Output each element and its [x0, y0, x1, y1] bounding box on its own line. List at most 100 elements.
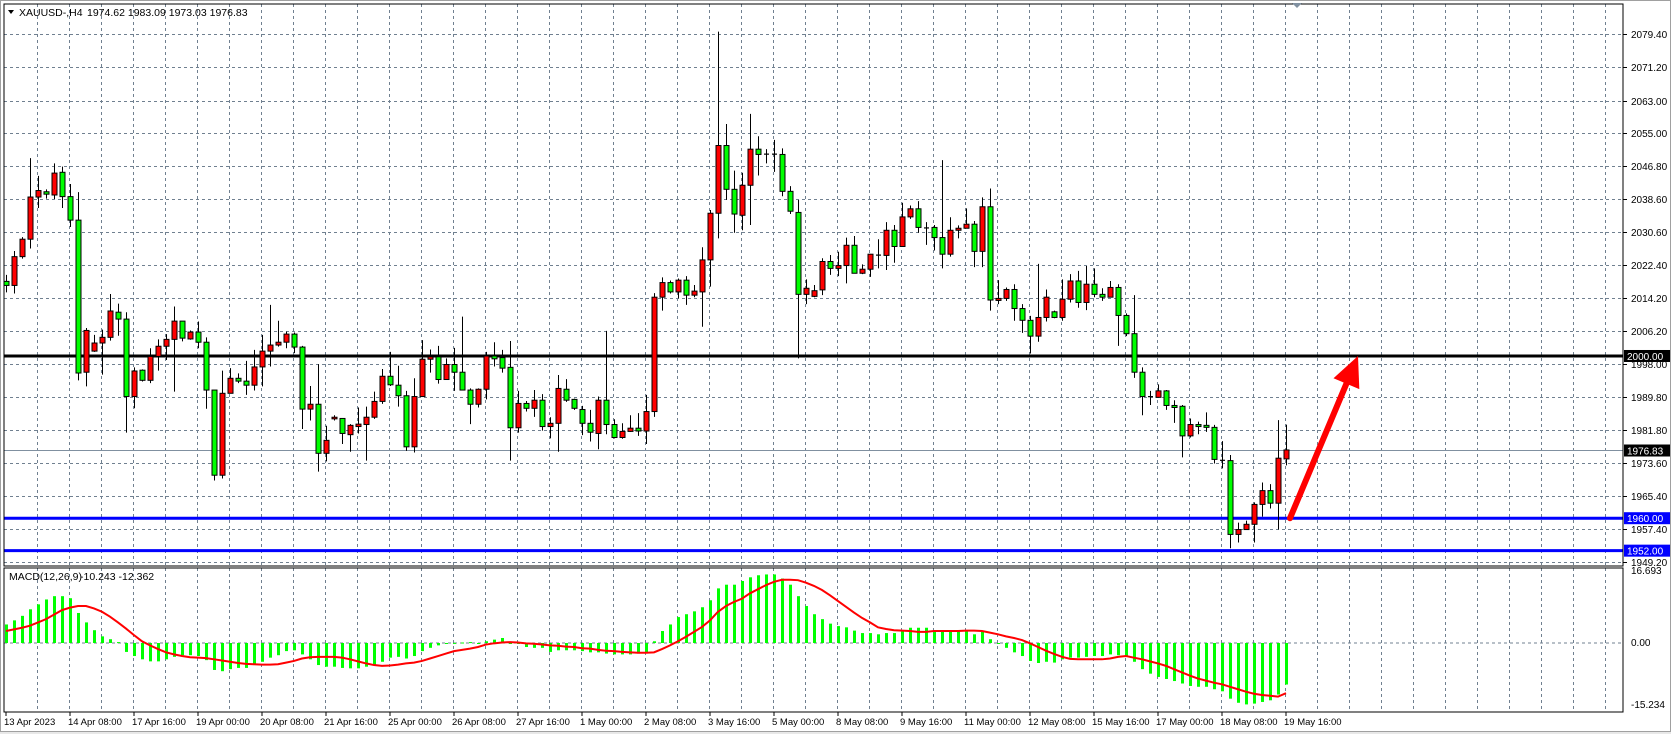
macd-histogram-bar — [581, 643, 584, 652]
macd-histogram-bar — [1269, 643, 1272, 701]
candle-body — [475, 388, 482, 405]
macd-histogram-bar — [1229, 643, 1232, 699]
candle-body — [1283, 449, 1290, 460]
candle — [1099, 288, 1106, 301]
candle-body — [235, 377, 242, 382]
candle-body — [387, 375, 394, 386]
candle-body — [859, 268, 866, 274]
candle-body — [163, 338, 170, 347]
macd-histogram-bar — [1101, 643, 1104, 657]
macd-histogram-bar — [413, 643, 416, 657]
candle-body — [1211, 426, 1218, 460]
candle — [1163, 390, 1170, 410]
candle — [315, 364, 322, 472]
candle-body — [139, 369, 146, 381]
macd-histogram-bar — [605, 643, 608, 654]
macd-histogram-bar — [837, 626, 840, 643]
candle — [867, 253, 874, 277]
macd-histogram-bar — [781, 578, 784, 643]
macd-histogram-bar — [613, 643, 616, 655]
candle-body — [379, 375, 386, 402]
macd-histogram-bar — [1253, 643, 1256, 704]
candle-body — [1019, 308, 1026, 321]
candle-body — [435, 356, 442, 381]
candle-body — [515, 402, 522, 429]
macd-histogram-bar — [989, 639, 992, 643]
macd-histogram-bar — [1133, 643, 1136, 662]
candle-body — [1139, 371, 1146, 398]
macd-histogram-bar — [85, 622, 88, 643]
price-axis-label: 2006.20 — [1631, 327, 1668, 338]
candle — [283, 331, 290, 349]
candle — [499, 349, 506, 373]
candle — [1211, 424, 1218, 464]
macd-histogram-bar — [1117, 643, 1120, 656]
macd-histogram-bar — [397, 643, 400, 657]
candle — [787, 186, 794, 215]
candle — [1123, 313, 1130, 337]
candle — [203, 337, 210, 409]
current-price-badge — [1624, 444, 1670, 457]
macd-histogram-bar — [237, 643, 240, 668]
candle-body — [699, 259, 706, 293]
macd-histogram-bar — [869, 633, 872, 643]
macd-histogram-bar — [405, 643, 408, 659]
candle — [995, 280, 1002, 305]
candle-body — [659, 282, 666, 298]
candle-body — [579, 409, 586, 424]
candle — [307, 386, 314, 421]
candle — [83, 328, 90, 387]
price-axis-label: 1965.40 — [1631, 492, 1668, 503]
candle-body — [491, 355, 498, 360]
price-axis-label: 1981.80 — [1631, 426, 1668, 437]
candle-body — [1227, 460, 1234, 535]
candle — [459, 316, 466, 391]
candle-body — [35, 190, 42, 198]
macd-indicator — [4, 574, 1623, 705]
macd-histogram-bar — [61, 596, 64, 643]
candle — [211, 389, 218, 481]
time-axis-label: 17 Apr 16:00 — [132, 717, 186, 728]
candle — [395, 365, 402, 407]
macd-histogram-bar — [173, 643, 176, 657]
candle-body — [147, 355, 154, 381]
candle — [643, 394, 650, 444]
macd-histogram-bar — [325, 643, 328, 667]
candle — [187, 330, 194, 340]
candle — [795, 199, 802, 359]
macd-histogram-bar — [877, 634, 880, 643]
candle-body — [1091, 283, 1098, 295]
candle-body — [1155, 390, 1162, 398]
candle-body — [75, 219, 82, 374]
candle — [587, 409, 594, 442]
candle-body — [339, 417, 346, 434]
level-label: 1952.00 — [1627, 547, 1664, 558]
candle — [1107, 280, 1114, 298]
macd-histogram-bar — [77, 612, 80, 643]
macd-histogram-bar — [525, 643, 528, 648]
candle — [683, 276, 690, 305]
macd-histogram-bar — [1285, 643, 1288, 685]
candle-body — [883, 229, 890, 256]
triangle-down-icon[interactable] — [8, 10, 14, 14]
macd-histogram-bar — [93, 630, 96, 643]
macd-histogram-bar — [965, 631, 968, 643]
macd-histogram-bar — [125, 643, 128, 652]
macd-histogram-bar — [845, 627, 848, 643]
price-axis-label: 2063.00 — [1631, 97, 1668, 108]
candle-body — [363, 416, 370, 426]
candle — [411, 378, 418, 453]
candle — [803, 279, 810, 305]
macd-histogram-bar — [37, 604, 40, 643]
candle-body — [507, 366, 514, 429]
candle-body — [1275, 457, 1282, 504]
macd-histogram-bar — [381, 643, 384, 662]
candle — [163, 334, 170, 361]
candle-body — [1203, 424, 1210, 428]
time-axis-label: 21 Apr 16:00 — [324, 717, 378, 728]
candle — [1083, 265, 1090, 311]
candle-body — [715, 145, 722, 214]
macd-histogram-bar — [1157, 643, 1160, 677]
chart-shift-icon[interactable] — [1292, 3, 1302, 8]
